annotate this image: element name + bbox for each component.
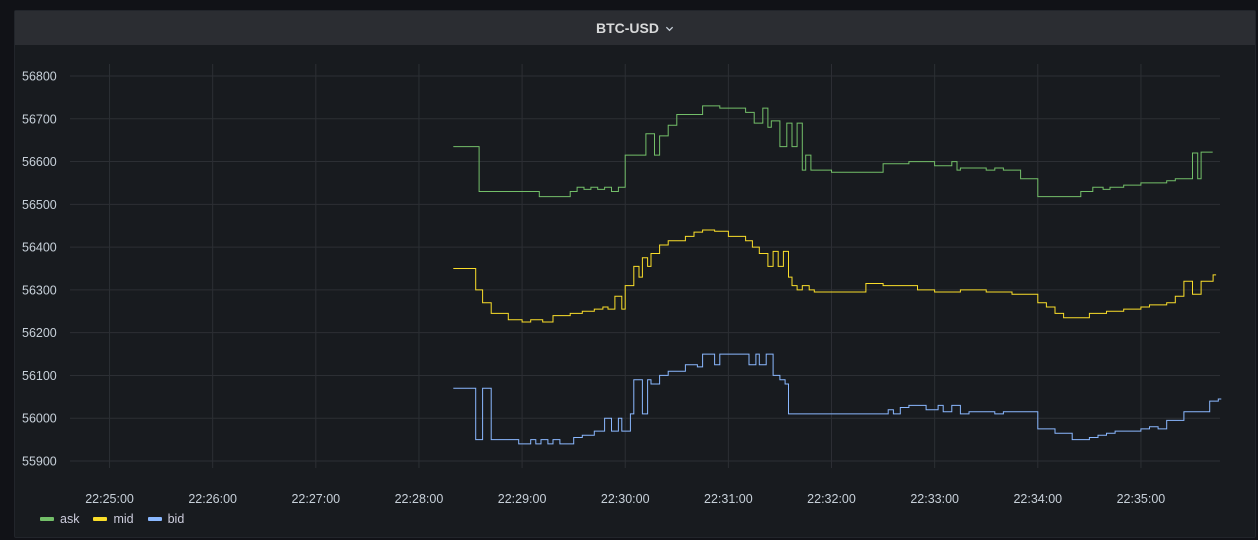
chart-panel: BTC-USD <box>14 10 1256 538</box>
y-tick-label: 56500 <box>22 198 57 212</box>
legend-item-ask[interactable]: ask <box>40 512 79 526</box>
y-tick-label: 56300 <box>22 283 57 297</box>
panel-title: BTC-USD <box>596 20 659 36</box>
y-tick-label: 56400 <box>22 241 57 255</box>
y-tick-label: 56600 <box>22 155 57 169</box>
legend-item-bid[interactable]: bid <box>147 512 185 526</box>
legend: ask mid bid <box>40 512 184 526</box>
legend-swatch <box>147 517 162 521</box>
series-line-bid <box>453 353 1222 445</box>
legend-label: ask <box>60 512 80 526</box>
y-tick-label: 56200 <box>22 326 57 340</box>
x-tick-label: 22:33:00 <box>910 492 959 506</box>
x-tick-label: 22:25:00 <box>85 492 134 506</box>
x-tick-label: 22:34:00 <box>1013 492 1062 506</box>
x-tick-label: 22:35:00 <box>1117 492 1166 506</box>
x-tick-label: 22:32:00 <box>807 492 856 506</box>
y-axis: 56800 56700 56600 56500 56400 56300 56200 56100… <box>22 70 57 469</box>
y-tick-label: 56100 <box>22 369 57 383</box>
x-tick-label: 22:29:00 <box>498 492 547 506</box>
x-tick-label: 22:30:00 <box>601 492 650 506</box>
x-tick-label: 22:28:00 <box>395 492 444 506</box>
y-tick-label: 55900 <box>22 455 57 469</box>
y-tick-label: 56800 <box>22 70 57 84</box>
x-axis: 22:25:00 22:26:00 22:27:00 22:28:00 22:29:00… <box>85 492 1165 506</box>
y-tick-label: 56700 <box>22 112 57 126</box>
series-lines <box>453 105 1222 445</box>
legend-swatch <box>93 517 108 521</box>
grid <box>70 64 1220 468</box>
legend-item-mid[interactable]: mid <box>93 512 134 526</box>
series-line-ask <box>453 105 1213 198</box>
chevron-down-icon <box>665 26 674 31</box>
x-tick-label: 22:26:00 <box>188 492 237 506</box>
legend-swatch <box>40 517 54 521</box>
x-tick-label: 22:31:00 <box>704 492 753 506</box>
y-tick-label: 56000 <box>22 412 57 426</box>
legend-label: bid <box>167 512 185 526</box>
x-tick-label: 22:27:00 <box>291 492 340 506</box>
legend-label: mid <box>113 512 134 526</box>
series-line-mid <box>453 229 1217 323</box>
panel-title-button[interactable]: BTC-USD <box>15 11 1255 45</box>
